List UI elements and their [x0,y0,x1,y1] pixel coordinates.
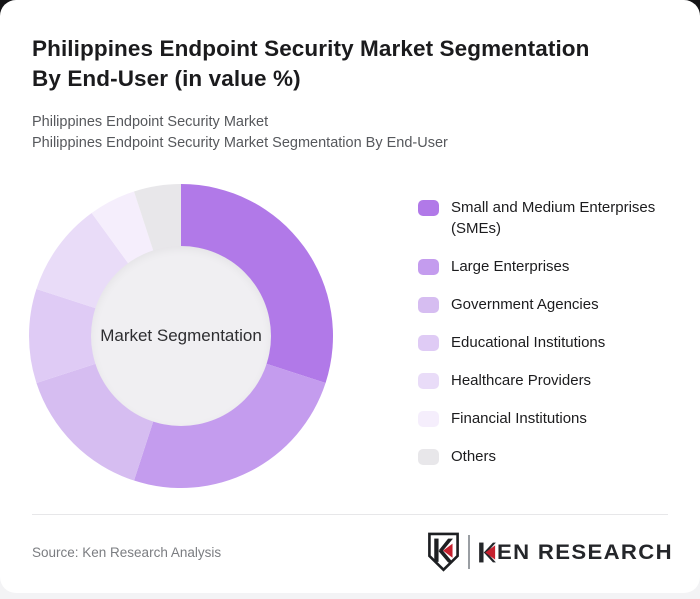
ken-research-logo-text: EN RESEARCH [497,539,674,564]
subtitle-market: Philippines Endpoint Security Market [32,114,269,130]
subtitle-segmentation: Philippines Endpoint Security Market Seg… [32,135,448,151]
donut-chart: Market Segmentation [29,184,333,488]
legend-item-healthcare-providers: Healthcare Providers [418,370,672,391]
legend-item-government-agencies: Government Agencies [418,294,672,315]
legend-label-healthcare-providers: Healthcare Providers [451,372,592,389]
legend-swatch-others [418,448,439,465]
legend-label-educational-institutions: Educational Institutions [451,334,606,351]
donut-hole: Market Segmentation [91,246,271,426]
legend-label-government-agencies: Government Agencies [451,296,599,313]
source-note: Source: Ken Research Analysis [32,544,222,560]
chart-legend: Small and Medium Enterprises (SMEs) Large… [418,197,672,484]
legend-item-small-and-medium-enterprises-smes: Small and Medium Enterprises (SMEs) [418,197,672,239]
donut-center-label: Market Segmentation [100,326,262,345]
ken-research-emblem-icon [428,532,460,572]
legend-swatch-healthcare-providers [418,372,439,389]
legend-item-financial-institutions: Financial Institutions [418,408,672,429]
legend-swatch-financial-institutions [418,410,439,427]
legend-swatch-large-enterprises [418,258,439,275]
legend-swatch-small-and-medium-enterprises-smes [418,199,439,216]
legend-item-educational-institutions: Educational Institutions [418,332,672,353]
ken-research-logo: EN RESEARCH [427,532,672,572]
logo-separator [468,535,471,569]
legend-swatch-educational-institutions [418,334,439,351]
footer-divider [32,514,668,515]
footer: Source: Ken Research Analysis EN RESEARC… [32,528,672,576]
chart-title-line-1: Philippines Endpoint Security Market Seg… [32,36,590,61]
legend-swatch-government-agencies [418,296,439,313]
legend-item-large-enterprises: Large Enterprises [418,256,672,277]
legend-label-large-enterprises: Large Enterprises [451,258,570,275]
chart-title-line-2: By End-User (in value %) [32,66,301,91]
chart-title: Philippines Endpoint Security Market Seg… [32,34,668,94]
legend-label-financial-institutions: Financial Institutions [451,410,587,427]
legend-item-others: Others [418,446,672,467]
logo-k-icon [479,542,497,562]
legend-label-others: Others [451,448,497,465]
legend-label-small-and-medium-enterprises-smes: Small and Medium Enterprises (SMEs) [451,199,656,237]
